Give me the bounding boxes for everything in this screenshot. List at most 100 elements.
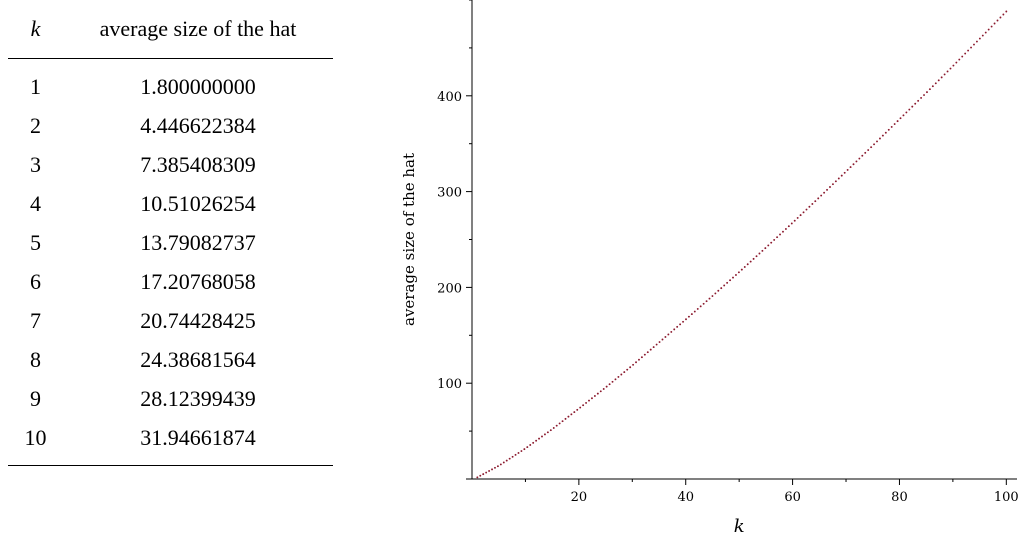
data-point <box>808 205 811 208</box>
data-point <box>970 46 972 49</box>
cell-average-size: 7.385408309 <box>140 151 256 177</box>
data-point <box>585 401 588 404</box>
y-tick-label: 200 <box>437 281 462 296</box>
data-point <box>805 208 808 211</box>
data-point <box>740 268 743 271</box>
table-row: 9 28.12399439 <box>8 379 333 418</box>
data-point <box>840 174 843 177</box>
data-point <box>676 325 679 328</box>
data-point <box>667 333 670 336</box>
data-point <box>561 420 564 423</box>
data-point <box>978 37 981 40</box>
data-point <box>793 219 796 222</box>
data-point <box>696 307 699 310</box>
data-point <box>934 82 937 85</box>
data-point <box>973 43 975 46</box>
chart: 20 40 60 80 100 100 200 300 400 average size of … <box>390 0 1025 541</box>
data-point <box>702 302 705 305</box>
data-point <box>870 146 873 149</box>
header-average-size: average size of the hat <box>99 16 297 41</box>
cell-average-size: 4.446622384 <box>140 112 256 138</box>
cell-k: 4 <box>30 190 41 216</box>
data-point <box>508 457 511 460</box>
ticks: 20 40 60 80 100 100 200 300 400 <box>437 0 1019 505</box>
data-point <box>491 468 493 471</box>
data-point <box>558 422 561 425</box>
x-tick-label: 20 <box>571 490 588 505</box>
data-point <box>543 433 546 436</box>
data-point <box>552 426 555 429</box>
data-point <box>564 417 567 420</box>
data-point <box>626 368 629 371</box>
data-point <box>520 450 523 452</box>
data-point <box>899 117 902 120</box>
data-point <box>967 49 970 52</box>
data-point <box>661 338 664 341</box>
data-point <box>981 34 984 37</box>
data-point <box>776 236 779 239</box>
data-point <box>1005 10 1008 13</box>
data-point <box>964 52 967 55</box>
data-point <box>541 435 543 438</box>
data-point <box>599 390 602 393</box>
data-point <box>482 473 485 476</box>
cell-k: 3 <box>30 151 41 177</box>
data-point <box>940 76 943 79</box>
data-point <box>876 140 878 143</box>
data-point <box>632 363 635 366</box>
table-row: 4 10.51026254 <box>8 184 333 223</box>
data-point <box>502 461 505 464</box>
data-point <box>726 281 729 284</box>
data-point <box>852 163 855 166</box>
data-point <box>884 131 887 134</box>
data-point <box>987 28 990 31</box>
x-tick-label: 80 <box>891 490 908 505</box>
series-points <box>476 10 1008 479</box>
data-point <box>514 453 517 456</box>
table-bottom-rule <box>8 465 333 466</box>
table-row: 6 17.20768058 <box>8 262 333 301</box>
data-point <box>532 441 535 444</box>
data-point <box>476 476 479 479</box>
data-point <box>608 383 611 386</box>
data-point <box>787 225 790 228</box>
data-point <box>588 399 590 402</box>
data-point <box>640 356 643 359</box>
data-point <box>693 310 696 313</box>
data-point <box>708 297 711 300</box>
table-row: 10 31.94661874 <box>8 418 333 457</box>
data-point <box>523 448 526 451</box>
data-point <box>573 411 576 414</box>
data-point <box>505 459 508 462</box>
data-point <box>761 249 764 252</box>
cell-average-size: 20.74428425 <box>140 307 256 333</box>
data-point <box>949 67 952 70</box>
data-point <box>952 64 955 67</box>
data-point <box>867 149 870 151</box>
data-point <box>737 271 740 274</box>
data-point <box>526 446 529 449</box>
data-point <box>829 186 831 188</box>
cell-average-size: 24.38681564 <box>140 346 256 372</box>
data-point <box>687 315 690 318</box>
data-point <box>834 180 837 183</box>
data-point <box>582 404 585 407</box>
data-point <box>928 88 931 91</box>
data-point <box>764 247 767 250</box>
y-tick-label: 100 <box>437 377 462 392</box>
table-row: 8 24.38681564 <box>8 340 333 379</box>
data-point <box>993 22 996 25</box>
data-point <box>902 114 905 117</box>
data-point <box>984 31 987 34</box>
data-point <box>931 85 934 88</box>
data-point <box>823 191 826 194</box>
cell-average-size: 1.800000000 <box>140 73 256 99</box>
data-point <box>817 197 820 200</box>
data-point <box>549 429 552 432</box>
data-point <box>488 470 491 472</box>
table-row: 5 13.79082737 <box>8 223 333 262</box>
data-point <box>923 94 925 96</box>
data-point <box>611 380 614 383</box>
data-point <box>620 373 623 376</box>
data-table: k average size of the hat 1 1.800000000 2 4… <box>8 0 333 466</box>
